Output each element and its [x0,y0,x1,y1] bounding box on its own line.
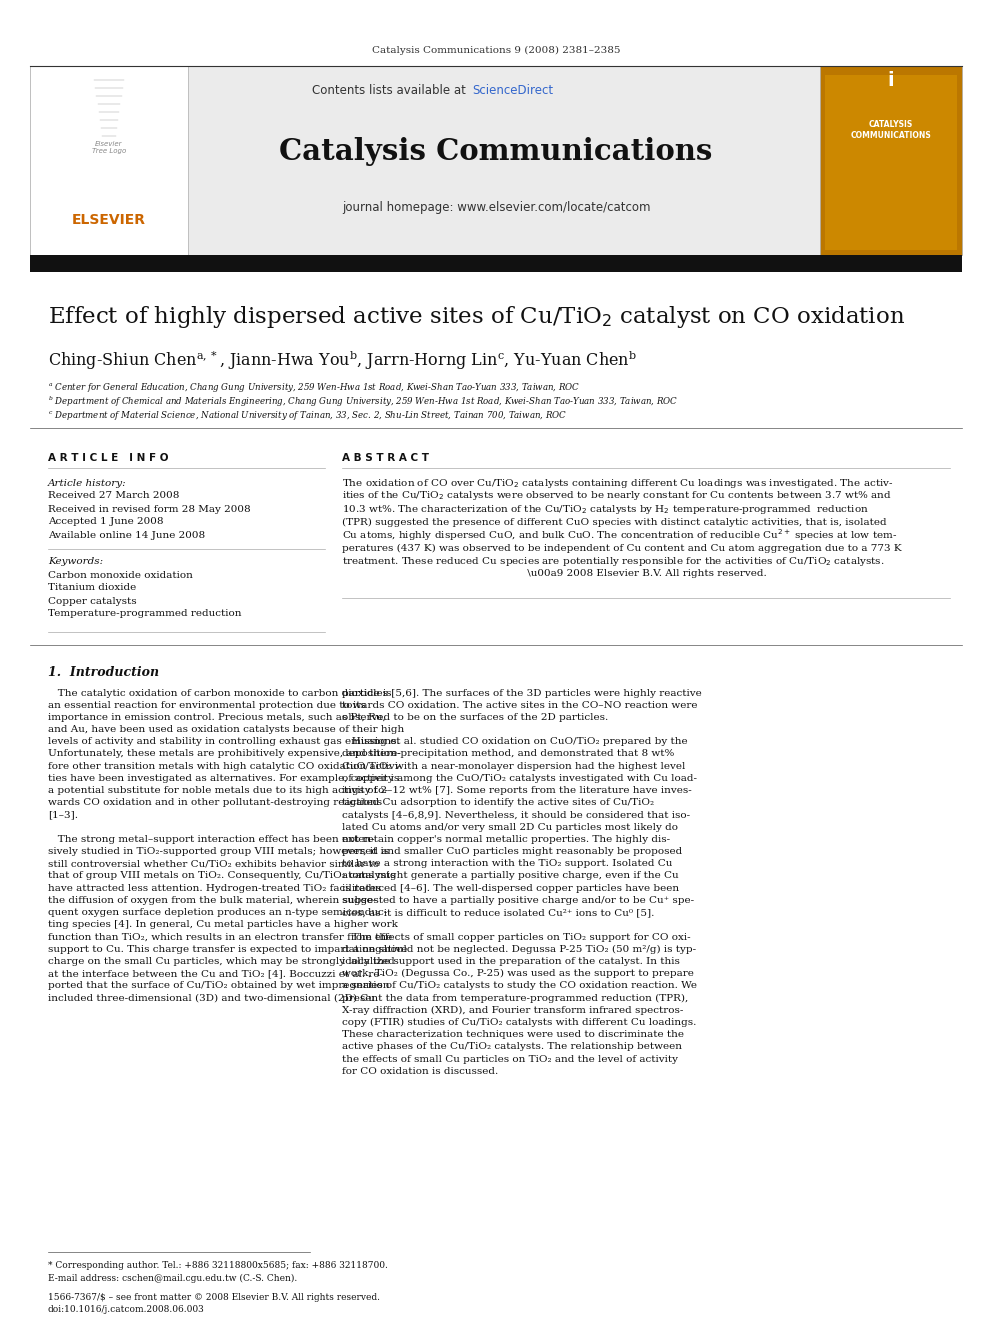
Text: Catalysis Communications 9 (2008) 2381–2385: Catalysis Communications 9 (2008) 2381–2… [372,45,620,54]
Text: cies, as it is difficult to reduce isolated Cu²⁺ ions to Cu⁰ [5].: cies, as it is difficult to reduce isola… [342,908,655,917]
Text: support to Cu. This charge transfer is expected to impart a negative: support to Cu. This charge transfer is e… [48,945,408,954]
Text: charge on the small Cu particles, which may be strongly localized: charge on the small Cu particles, which … [48,957,395,966]
Text: CuO/TiO₂ with a near-monolayer dispersion had the highest level: CuO/TiO₂ with a near-monolayer dispersio… [342,762,685,771]
Text: CATALYSIS
COMMUNICATIONS: CATALYSIS COMMUNICATIONS [850,120,931,140]
Text: sively studied in TiO₂-supported group VIII metals; however, it is: sively studied in TiO₂-supported group V… [48,847,389,856]
Text: an essential reaction for environmental protection due to its: an essential reaction for environmental … [48,701,366,709]
Text: Cu atoms, highly dispersed CuO, and bulk CuO. The concentration of reducible Cu$: Cu atoms, highly dispersed CuO, and bulk… [342,527,897,542]
Text: ting species [4]. In general, Cu metal particles have a higher work: ting species [4]. In general, Cu metal p… [48,921,398,929]
Text: Temperature-programmed reduction: Temperature-programmed reduction [48,610,241,618]
Text: ScienceDirect: ScienceDirect [472,83,554,97]
Text: work, TiO₂ (Degussa Co., P-25) was used as the support to prepare: work, TiO₂ (Degussa Co., P-25) was used … [342,968,693,978]
Text: $^{\mathregular{a}}$ Center for General Education, Chang Gung University, 259 We: $^{\mathregular{a}}$ Center for General … [48,381,580,394]
Text: Unfortunately, these metals are prohibitively expensive, and there-: Unfortunately, these metals are prohibit… [48,750,401,758]
Text: A R T I C L E   I N F O: A R T I C L E I N F O [48,452,169,463]
Text: importance in emission control. Precious metals, such as Pt, Ru,: importance in emission control. Precious… [48,713,386,722]
Text: fore other transition metals with high catalytic CO oxidation activi-: fore other transition metals with high c… [48,762,402,771]
Bar [30,66,962,255]
Text: levels of activity and stability in controlling exhaust gas emissions.: levels of activity and stability in cont… [48,737,400,746]
Text: A B S T R A C T: A B S T R A C T [342,452,429,463]
Text: \u00a9 2008 Elsevier B.V. All rights reserved.: \u00a9 2008 Elsevier B.V. All rights res… [342,569,767,578]
Text: peratures (437 K) was observed to be independent of Cu content and Cu atom aggre: peratures (437 K) was observed to be ind… [342,544,902,553]
Text: present the data from temperature-programmed reduction (TPR),: present the data from temperature-progra… [342,994,688,1003]
Text: Article history:: Article history: [48,479,127,487]
Text: not retain copper's normal metallic properties. The highly dis-: not retain copper's normal metallic prop… [342,835,671,844]
Text: journal homepage: www.elsevier.com/locate/catcom: journal homepage: www.elsevier.com/locat… [342,201,650,214]
Text: Available online 14 June 2008: Available online 14 June 2008 [48,531,205,540]
Text: Copper catalysts: Copper catalysts [48,597,137,606]
Text: ties have been investigated as alternatives. For example, copper is: ties have been investigated as alternati… [48,774,399,783]
Text: 10.3 wt%. The characterization of the Cu/TiO$_2$ catalysts by H$_2$ temperature-: 10.3 wt%. The characterization of the Cu… [342,503,869,516]
Text: a series of Cu/TiO₂ catalysts to study the CO oxidation reaction. We: a series of Cu/TiO₂ catalysts to study t… [342,982,697,991]
Text: function than TiO₂, which results in an electron transfer from the: function than TiO₂, which results in an … [48,933,392,942]
Text: Received in revised form 28 May 2008: Received in revised form 28 May 2008 [48,504,251,513]
Text: persed and smaller CuO particles might reasonably be proposed: persed and smaller CuO particles might r… [342,847,682,856]
Text: 1.  Introduction: 1. Introduction [48,665,159,679]
Text: Titanium dioxide: Titanium dioxide [48,583,136,593]
Text: ELSEVIER: ELSEVIER [72,213,146,228]
Text: * Corresponding author. Tel.: +886 32118800x5685; fax: +886 32118700.: * Corresponding author. Tel.: +886 32118… [48,1261,388,1270]
Text: The strong metal–support interaction effect has been exten-: The strong metal–support interaction eff… [48,835,375,844]
Text: deposition-precipitation method, and demonstrated that 8 wt%: deposition-precipitation method, and dem… [342,750,675,758]
Text: Carbon monoxide oxidation: Carbon monoxide oxidation [48,570,192,579]
Text: of activity among the CuO/TiO₂ catalysts investigated with Cu load-: of activity among the CuO/TiO₂ catalysts… [342,774,697,783]
Text: dation should not be neglected. Degussa P-25 TiO₂ (50 m²/g) is typ-: dation should not be neglected. Degussa … [342,945,696,954]
Text: and Au, have been used as oxidation catalysts because of their high: and Au, have been used as oxidation cata… [48,725,405,734]
Text: the effects of small Cu particles on TiO₂ and the level of activity: the effects of small Cu particles on TiO… [342,1054,678,1064]
Bar [30,255,962,273]
Text: The oxidation of CO over Cu/TiO$_2$ catalysts containing different Cu loadings w: The oxidation of CO over Cu/TiO$_2$ cata… [342,476,894,490]
Text: quent oxygen surface depletion produces an n-type semiconduc-: quent oxygen surface depletion produces … [48,908,387,917]
Text: The effects of small copper particles on TiO₂ support for CO oxi-: The effects of small copper particles on… [342,933,690,942]
Text: ings of 2–12 wt% [7]. Some reports from the literature have inves-: ings of 2–12 wt% [7]. Some reports from … [342,786,691,795]
Text: Huang et al. studied CO oxidation on CuO/TiO₂ prepared by the: Huang et al. studied CO oxidation on CuO… [342,737,687,746]
Text: ities of the Cu/TiO$_2$ catalysts were observed to be nearly constant for Cu con: ities of the Cu/TiO$_2$ catalysts were o… [342,490,892,503]
Text: $^{\mathregular{b}}$ Department of Chemical and Materials Engineering, Chang Gun: $^{\mathregular{b}}$ Department of Chemi… [48,394,679,409]
Text: is reduced [4–6]. The well-dispersed copper particles have been: is reduced [4–6]. The well-dispersed cop… [342,884,680,893]
Text: doi:10.1016/j.catcom.2008.06.003: doi:10.1016/j.catcom.2008.06.003 [48,1306,204,1315]
Text: have attracted less attention. Hydrogen-treated TiO₂ facilitates: have attracted less attention. Hydrogen-… [48,884,381,893]
Text: towards CO oxidation. The active sites in the CO–NO reaction were: towards CO oxidation. The active sites i… [342,701,697,709]
Text: Received 27 March 2008: Received 27 March 2008 [48,492,180,500]
Text: observed to be on the surfaces of the 2D particles.: observed to be on the surfaces of the 2D… [342,713,608,722]
Text: These characterization techniques were used to discriminate the: These characterization techniques were u… [342,1031,684,1039]
Text: a potential substitute for noble metals due to its high activity to-: a potential substitute for noble metals … [48,786,388,795]
Text: 1566-7367/$ – see front matter © 2008 Elsevier B.V. All rights reserved.: 1566-7367/$ – see front matter © 2008 El… [48,1294,380,1303]
Text: to have a strong interaction with the TiO₂ support. Isolated Cu: to have a strong interaction with the Ti… [342,860,673,868]
Text: catalysts [4–6,8,9]. Nevertheless, it should be considered that iso-: catalysts [4–6,8,9]. Nevertheless, it sh… [342,811,690,819]
Text: The catalytic oxidation of carbon monoxide to carbon dioxide is: The catalytic oxidation of carbon monoxi… [48,688,392,697]
Text: Catalysis Communications: Catalysis Communications [280,138,712,167]
Text: still controversial whether Cu/TiO₂ exhibits behavior similar to: still controversial whether Cu/TiO₂ exhi… [48,860,379,868]
Text: $^{\mathregular{c}}$ Department of Material Science, National University of Tain: $^{\mathregular{c}}$ Department of Mater… [48,410,567,422]
Text: i: i [888,70,895,90]
Bar [825,75,957,250]
Text: particles [5,6]. The surfaces of the 3D particles were highly reactive: particles [5,6]. The surfaces of the 3D … [342,688,701,697]
Text: that of group VIII metals on TiO₂. Consequently, Cu/TiO₂ catalysts: that of group VIII metals on TiO₂. Conse… [48,872,396,881]
Text: (TPR) suggested the presence of different CuO species with distinct catalytic ac: (TPR) suggested the presence of differen… [342,517,887,527]
Text: the diffusion of oxygen from the bulk material, wherein subse-: the diffusion of oxygen from the bulk ma… [48,896,376,905]
Text: ported that the surface of Cu/TiO₂ obtained by wet impregnation: ported that the surface of Cu/TiO₂ obtai… [48,982,390,991]
Text: tigated Cu adsorption to identify the active sites of Cu/TiO₂: tigated Cu adsorption to identify the ac… [342,798,654,807]
Text: wards CO oxidation and in other pollutant-destroying reactions: wards CO oxidation and in other pollutan… [48,798,382,807]
Text: X-ray diffraction (XRD), and Fourier transform infrared spectros-: X-ray diffraction (XRD), and Fourier tra… [342,1005,683,1015]
Text: Accepted 1 June 2008: Accepted 1 June 2008 [48,517,164,527]
Bar [30,66,188,255]
Text: Ching-Shiun Chen$^{\mathregular{a,*}}$, Jiann-Hwa You$^{\mathregular{b}}$, Jarrn: Ching-Shiun Chen$^{\mathregular{a,*}}$, … [48,348,637,372]
Text: active phases of the Cu/TiO₂ catalysts. The relationship between: active phases of the Cu/TiO₂ catalysts. … [342,1043,682,1052]
Text: treatment. These reduced Cu species are potentially responsible for the activiti: treatment. These reduced Cu species are … [342,554,885,568]
Text: Effect of highly dispersed active sites of Cu/TiO$_2$ catalyst on CO oxidation: Effect of highly dispersed active sites … [48,304,905,329]
Text: E-mail address: cschen@mail.cgu.edu.tw (C.-S. Chen).: E-mail address: cschen@mail.cgu.edu.tw (… [48,1274,298,1282]
Text: ically the support used in the preparation of the catalyst. In this: ically the support used in the preparati… [342,957,680,966]
Text: [1–3].: [1–3]. [48,811,78,819]
Bar [820,66,962,255]
Text: suggested to have a partially positive charge and/or to be Cu⁺ spe-: suggested to have a partially positive c… [342,896,694,905]
Text: Elsevier
Tree Logo: Elsevier Tree Logo [92,142,126,155]
Text: for CO oxidation is discussed.: for CO oxidation is discussed. [342,1066,498,1076]
Text: lated Cu atoms and/or very small 2D Cu particles most likely do: lated Cu atoms and/or very small 2D Cu p… [342,823,678,832]
Text: Contents lists available at: Contents lists available at [312,83,470,97]
Text: at the interface between the Cu and TiO₂ [4]. Boccuzzi et al. re-: at the interface between the Cu and TiO₂… [48,970,383,978]
Text: copy (FTIR) studies of Cu/TiO₂ catalysts with different Cu loadings.: copy (FTIR) studies of Cu/TiO₂ catalysts… [342,1017,696,1027]
Text: included three-dimensional (3D) and two-dimensional (2D) Cu: included three-dimensional (3D) and two-… [48,994,375,1003]
Text: atoms might generate a partially positive charge, even if the Cu: atoms might generate a partially positiv… [342,872,679,881]
Text: Keywords:: Keywords: [48,557,103,566]
